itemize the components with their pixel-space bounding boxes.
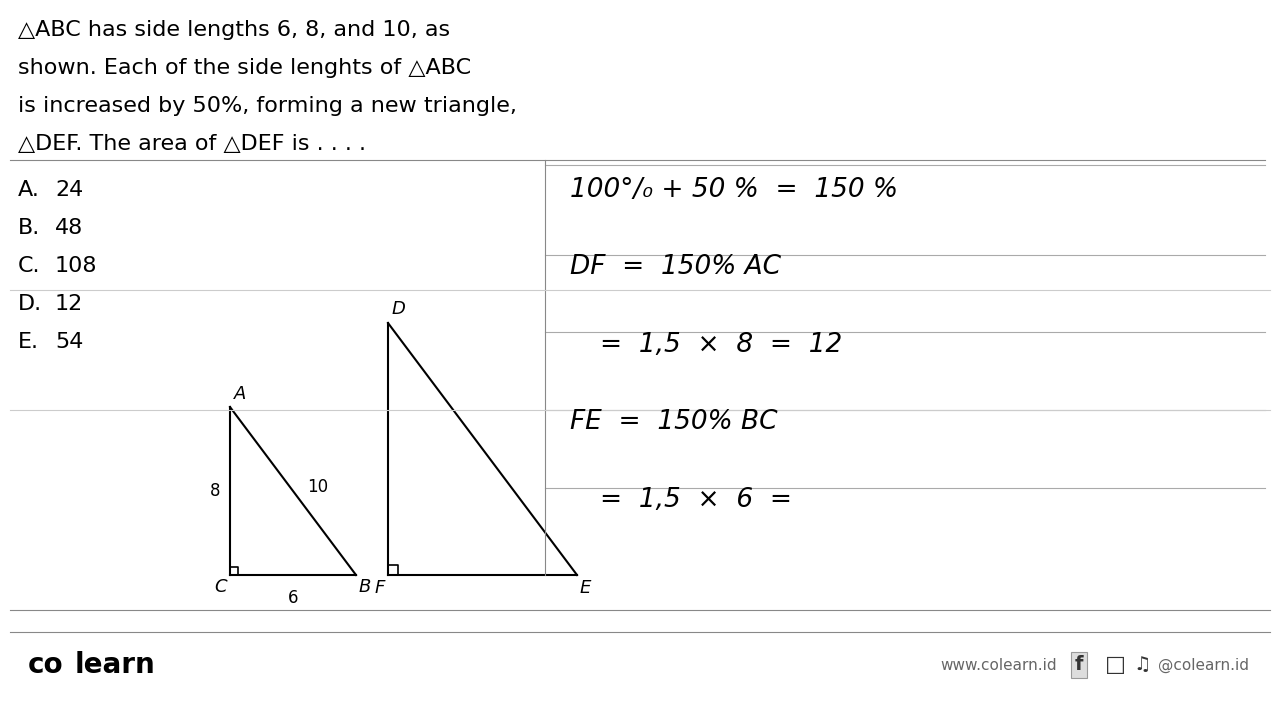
Text: 10: 10 bbox=[307, 478, 328, 496]
Text: △DEF. The area of △DEF is . . . .: △DEF. The area of △DEF is . . . . bbox=[18, 134, 366, 154]
Text: www.colearn.id: www.colearn.id bbox=[940, 657, 1056, 672]
Text: shown. Each of the side lenghts of △ABC: shown. Each of the side lenghts of △ABC bbox=[18, 58, 471, 78]
Text: 54: 54 bbox=[55, 332, 83, 352]
Text: A.: A. bbox=[18, 180, 40, 200]
Text: 12: 12 bbox=[55, 294, 83, 314]
Text: 24: 24 bbox=[55, 180, 83, 200]
Text: E.: E. bbox=[18, 332, 38, 352]
Text: 6: 6 bbox=[288, 589, 298, 607]
Text: □: □ bbox=[1105, 655, 1126, 675]
Text: ♫: ♫ bbox=[1133, 655, 1151, 675]
Text: 8: 8 bbox=[210, 482, 220, 500]
Text: 100°/₀ + 50 %  =  150 %: 100°/₀ + 50 % = 150 % bbox=[570, 177, 899, 203]
Text: △ABC has side lengths 6, 8, and 10, as: △ABC has side lengths 6, 8, and 10, as bbox=[18, 20, 451, 40]
Text: 48: 48 bbox=[55, 218, 83, 238]
Text: =  1,5  ×  6  =: = 1,5 × 6 = bbox=[600, 487, 792, 513]
Text: 108: 108 bbox=[55, 256, 97, 276]
Text: co: co bbox=[28, 651, 64, 679]
Text: E: E bbox=[580, 579, 591, 597]
Text: F: F bbox=[375, 579, 385, 597]
Text: D: D bbox=[392, 300, 406, 318]
Text: @colearn.id: @colearn.id bbox=[1158, 657, 1249, 672]
Text: B: B bbox=[358, 578, 371, 596]
Text: DF  =  150% AC: DF = 150% AC bbox=[570, 254, 781, 280]
Text: f: f bbox=[1075, 655, 1083, 675]
Text: C.: C. bbox=[18, 256, 41, 276]
Text: FE  =  150% BC: FE = 150% BC bbox=[570, 409, 777, 435]
Text: A: A bbox=[234, 385, 246, 403]
Text: learn: learn bbox=[76, 651, 156, 679]
Text: D.: D. bbox=[18, 294, 42, 314]
Text: C: C bbox=[214, 578, 227, 596]
Text: is increased by 50%, forming a new triangle,: is increased by 50%, forming a new trian… bbox=[18, 96, 517, 116]
Text: B.: B. bbox=[18, 218, 40, 238]
Text: =  1,5  ×  8  =  12: = 1,5 × 8 = 12 bbox=[600, 332, 842, 358]
